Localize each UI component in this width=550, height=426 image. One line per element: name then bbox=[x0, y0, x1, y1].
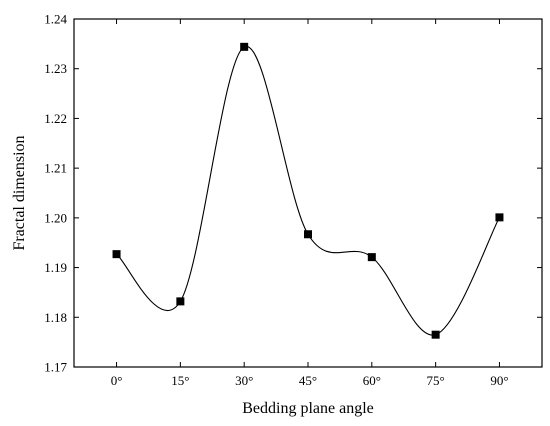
data-point-marker bbox=[431, 330, 440, 339]
x-tick-label: 45° bbox=[299, 373, 317, 388]
y-tick-label: 1.24 bbox=[44, 12, 67, 27]
x-tick-label: 15° bbox=[171, 373, 189, 388]
y-tick-label: 1.23 bbox=[44, 61, 67, 76]
x-tick-label: 90° bbox=[490, 373, 508, 388]
x-axis-tick-labels: 0° 15° 30° 45° 60° 75° 90° bbox=[111, 373, 509, 388]
x-tick-label: 30° bbox=[235, 373, 253, 388]
data-point-marker bbox=[240, 42, 249, 51]
data-point-marker bbox=[367, 253, 376, 262]
y-axis-tick-labels: 1.17 1.18 1.19 1.20 1.21 1.22 1.23 1.24 bbox=[44, 12, 67, 375]
x-axis-title: Bedding plane angle bbox=[242, 400, 374, 417]
x-tick-label: 60° bbox=[363, 373, 381, 388]
data-point-marker bbox=[176, 297, 185, 306]
y-tick-label: 1.21 bbox=[44, 161, 67, 176]
y-tick-label: 1.18 bbox=[44, 310, 67, 325]
series-markers bbox=[112, 42, 504, 339]
x-axis-ticks bbox=[116, 19, 500, 367]
y-tick-label: 1.19 bbox=[44, 260, 67, 275]
x-tick-label: 0° bbox=[111, 373, 123, 388]
y-axis-title: Fractal dimension bbox=[11, 135, 28, 250]
y-tick-label: 1.20 bbox=[44, 210, 67, 225]
data-point-marker bbox=[495, 213, 504, 222]
plot-frame bbox=[73, 18, 543, 368]
data-point-marker bbox=[112, 250, 121, 259]
data-point-marker bbox=[304, 230, 312, 239]
y-tick-label: 1.17 bbox=[44, 360, 67, 375]
y-tick-label: 1.22 bbox=[44, 111, 67, 126]
x-tick-label: 75° bbox=[427, 373, 445, 388]
